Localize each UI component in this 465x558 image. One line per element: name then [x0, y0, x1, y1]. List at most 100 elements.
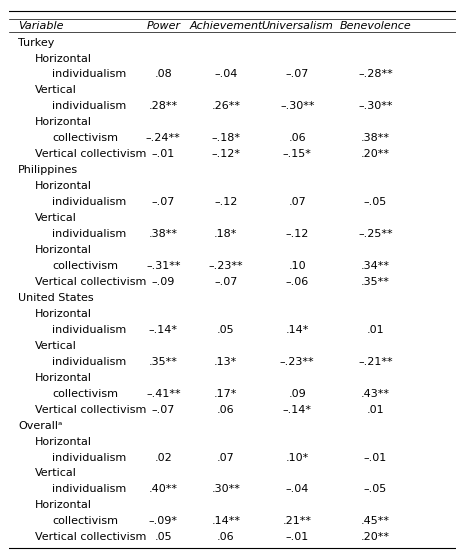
- Text: Overallᵃ: Overallᵃ: [18, 421, 63, 431]
- Text: .01: .01: [366, 325, 384, 335]
- Text: .21**: .21**: [283, 516, 312, 526]
- Text: –.12: –.12: [286, 229, 309, 239]
- Text: Turkey: Turkey: [18, 37, 54, 47]
- Text: .17*: .17*: [214, 389, 238, 398]
- Text: –.07: –.07: [214, 277, 238, 287]
- Text: .07: .07: [288, 197, 306, 207]
- Text: .13*: .13*: [214, 357, 238, 367]
- Text: .06: .06: [217, 532, 235, 542]
- Text: .35**: .35**: [149, 357, 178, 367]
- Text: .05: .05: [154, 532, 172, 542]
- Text: collectivism: collectivism: [52, 389, 118, 398]
- Text: Horizontal: Horizontal: [35, 245, 92, 255]
- Text: individualism: individualism: [52, 69, 126, 79]
- Text: Power: Power: [146, 21, 180, 31]
- Text: individualism: individualism: [52, 229, 126, 239]
- Text: –.07: –.07: [152, 197, 175, 207]
- Text: –.01: –.01: [286, 532, 309, 542]
- Text: individualism: individualism: [52, 102, 126, 112]
- Text: .06: .06: [217, 405, 235, 415]
- Text: .26**: .26**: [211, 102, 240, 112]
- Text: –.23**: –.23**: [208, 261, 243, 271]
- Text: .34**: .34**: [361, 261, 390, 271]
- Text: Horizontal: Horizontal: [35, 309, 92, 319]
- Text: .14*: .14*: [286, 325, 309, 335]
- Text: Vertical collectivism: Vertical collectivism: [35, 277, 146, 287]
- Text: –.18*: –.18*: [211, 133, 240, 143]
- Text: .20**: .20**: [361, 532, 390, 542]
- Text: .28**: .28**: [149, 102, 178, 112]
- Text: Variable: Variable: [18, 21, 64, 31]
- Text: individualism: individualism: [52, 484, 126, 494]
- Text: –.12: –.12: [214, 197, 238, 207]
- Text: –.24**: –.24**: [146, 133, 181, 143]
- Text: –.09*: –.09*: [149, 516, 178, 526]
- Text: –.23**: –.23**: [280, 357, 314, 367]
- Text: –.01: –.01: [364, 453, 387, 463]
- Text: –.28**: –.28**: [358, 69, 393, 79]
- Text: Horizontal: Horizontal: [35, 436, 92, 446]
- Text: –.04: –.04: [214, 69, 238, 79]
- Text: .07: .07: [217, 453, 235, 463]
- Text: collectivism: collectivism: [52, 261, 118, 271]
- Text: –.14*: –.14*: [149, 325, 178, 335]
- Text: .43**: .43**: [361, 389, 390, 398]
- Text: collectivism: collectivism: [52, 133, 118, 143]
- Text: individualism: individualism: [52, 197, 126, 207]
- Text: Universalism: Universalism: [261, 21, 333, 31]
- Text: .10*: .10*: [286, 453, 309, 463]
- Text: Philippines: Philippines: [18, 165, 79, 175]
- Text: Benevolence: Benevolence: [339, 21, 411, 31]
- Text: –.05: –.05: [364, 197, 387, 207]
- Text: Horizontal: Horizontal: [35, 54, 92, 64]
- Text: –.21**: –.21**: [358, 357, 392, 367]
- Text: –.25**: –.25**: [358, 229, 392, 239]
- Text: individualism: individualism: [52, 453, 126, 463]
- Text: Achievement: Achievement: [189, 21, 262, 31]
- Text: .38**: .38**: [149, 229, 178, 239]
- Text: –.15*: –.15*: [283, 150, 312, 159]
- Text: –.30**: –.30**: [280, 102, 314, 112]
- Text: –.12*: –.12*: [211, 150, 240, 159]
- Text: Vertical collectivism: Vertical collectivism: [35, 532, 146, 542]
- Text: –.07: –.07: [152, 405, 175, 415]
- Text: individualism: individualism: [52, 357, 126, 367]
- Text: .30**: .30**: [212, 484, 240, 494]
- Text: –.04: –.04: [286, 484, 309, 494]
- Text: –.06: –.06: [286, 277, 309, 287]
- Text: .45**: .45**: [361, 516, 390, 526]
- Text: Vertical collectivism: Vertical collectivism: [35, 405, 146, 415]
- Text: Vertical: Vertical: [35, 213, 77, 223]
- Text: .20**: .20**: [361, 150, 390, 159]
- Text: Horizontal: Horizontal: [35, 373, 92, 383]
- Text: .09: .09: [288, 389, 306, 398]
- Text: Vertical: Vertical: [35, 341, 77, 351]
- Text: individualism: individualism: [52, 325, 126, 335]
- Text: Vertical: Vertical: [35, 469, 77, 479]
- Text: collectivism: collectivism: [52, 516, 118, 526]
- Text: .38**: .38**: [361, 133, 390, 143]
- Text: –.01: –.01: [152, 150, 175, 159]
- Text: .35**: .35**: [361, 277, 390, 287]
- Text: –.30**: –.30**: [358, 102, 392, 112]
- Text: –.41**: –.41**: [146, 389, 180, 398]
- Text: –.14*: –.14*: [283, 405, 312, 415]
- Text: .05: .05: [217, 325, 235, 335]
- Text: –.09: –.09: [152, 277, 175, 287]
- Text: Vertical: Vertical: [35, 85, 77, 95]
- Text: –.31**: –.31**: [146, 261, 180, 271]
- Text: .02: .02: [154, 453, 172, 463]
- Text: Horizontal: Horizontal: [35, 181, 92, 191]
- Text: United States: United States: [18, 293, 94, 303]
- Text: –.07: –.07: [286, 69, 309, 79]
- Text: Vertical collectivism: Vertical collectivism: [35, 150, 146, 159]
- Text: .08: .08: [154, 69, 172, 79]
- Text: .01: .01: [366, 405, 384, 415]
- Text: .10: .10: [288, 261, 306, 271]
- Text: –.05: –.05: [364, 484, 387, 494]
- Text: .18*: .18*: [214, 229, 238, 239]
- Text: .06: .06: [288, 133, 306, 143]
- Text: .40**: .40**: [149, 484, 178, 494]
- Text: Horizontal: Horizontal: [35, 501, 92, 511]
- Text: .14**: .14**: [211, 516, 240, 526]
